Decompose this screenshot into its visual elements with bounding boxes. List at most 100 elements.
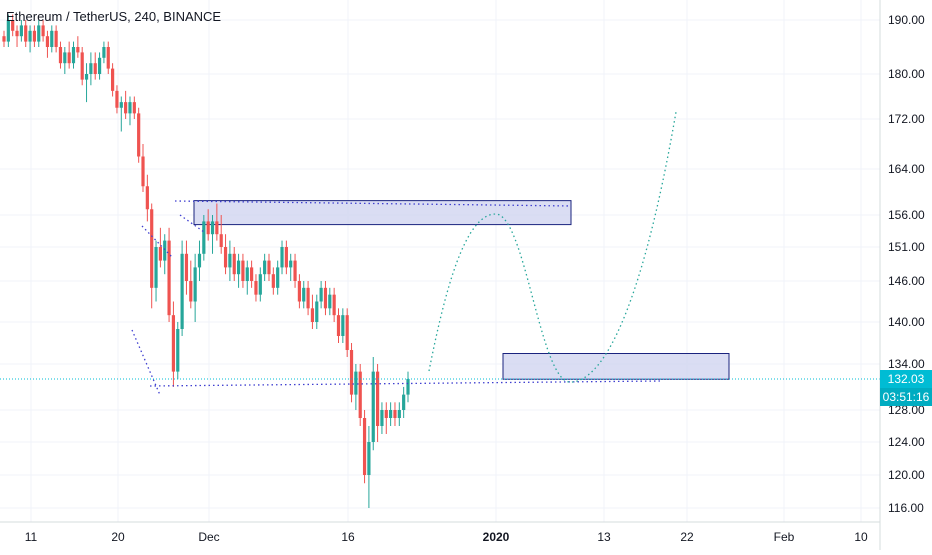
candle-body	[11, 20, 15, 31]
candle	[19, 20, 23, 42]
candle-body	[323, 287, 328, 309]
candle	[93, 52, 97, 80]
candle	[15, 25, 19, 47]
candle	[362, 410, 367, 484]
candle-body	[128, 102, 132, 114]
candle-body	[171, 315, 176, 372]
candle	[349, 343, 354, 403]
y-axis: 190.00 180.00 172.00 164.00 156.00 151.00 146.…	[888, 13, 925, 515]
candle-body	[219, 234, 223, 247]
candle-body	[163, 240, 167, 261]
candle-body	[228, 253, 232, 268]
y-tick-label: 180.00	[888, 67, 925, 81]
candle-body	[106, 47, 110, 69]
candle-body	[232, 253, 236, 275]
candle	[323, 281, 328, 316]
candle-body	[84, 74, 89, 80]
candle	[97, 52, 102, 80]
candle-body	[362, 418, 367, 475]
candle	[141, 144, 145, 192]
candle-body	[24, 25, 28, 42]
candle	[145, 174, 149, 222]
y-tick-label: 116.00	[888, 501, 924, 515]
candle	[50, 25, 54, 53]
candle-body	[71, 47, 76, 64]
candle	[245, 260, 249, 295]
candle-body	[215, 221, 219, 235]
candle	[354, 364, 358, 410]
candle-body	[206, 221, 210, 235]
candle	[58, 41, 63, 69]
candle-body	[80, 52, 84, 80]
candle-body	[67, 52, 71, 64]
candle-body	[202, 221, 206, 254]
candle	[84, 63, 89, 103]
candle-body	[280, 247, 284, 268]
candle-body	[336, 315, 341, 336]
candle	[263, 253, 267, 281]
candle	[254, 274, 258, 302]
y-tick-label: 140.00	[888, 315, 925, 329]
candle-body	[89, 63, 93, 74]
candle	[406, 371, 410, 403]
candle	[250, 260, 254, 288]
x-tick-label: Feb	[774, 530, 795, 544]
candle-body	[358, 371, 362, 418]
wedge-line-lower	[131, 329, 161, 396]
candle	[319, 281, 323, 309]
overlays	[131, 111, 677, 396]
candle-body	[254, 281, 258, 295]
candle	[71, 41, 76, 69]
candle-body	[54, 30, 58, 47]
y-tick-label: 156.00	[888, 208, 925, 222]
candle	[76, 36, 80, 58]
candle-body	[210, 221, 215, 235]
candle	[11, 14, 15, 37]
candle	[241, 253, 245, 288]
candle-body	[354, 371, 358, 395]
candle-body	[289, 260, 293, 268]
candle-body	[137, 113, 141, 157]
candle	[332, 287, 336, 322]
candle-body	[189, 281, 193, 302]
candle	[367, 426, 371, 508]
candle-body	[328, 294, 332, 309]
candle	[128, 96, 132, 126]
candle	[371, 357, 375, 451]
candle-body	[384, 410, 388, 418]
candle-body	[267, 260, 271, 275]
candle	[67, 41, 71, 69]
last-price-badge	[880, 370, 932, 388]
candle	[280, 240, 284, 275]
candle-body	[315, 301, 319, 322]
candle-body	[371, 371, 375, 442]
candle-body	[19, 25, 23, 37]
candle	[163, 234, 167, 275]
x-tick-label: 20	[111, 530, 125, 544]
y-tick-label: 134.00	[888, 357, 925, 371]
candle	[328, 287, 332, 316]
grid	[0, 0, 880, 522]
candles	[2, 14, 410, 508]
candle-body	[93, 63, 97, 74]
candle	[384, 402, 388, 434]
candle	[206, 209, 210, 241]
candle-body	[406, 379, 410, 395]
candle-body	[284, 247, 288, 268]
candle	[32, 25, 37, 47]
y-tick-label: 128.00	[888, 403, 925, 417]
candle-body	[276, 267, 280, 288]
candle-body	[58, 47, 63, 64]
x-tick-label: 2020	[483, 530, 510, 544]
y-tick-label: 124.00	[888, 435, 925, 449]
candle	[37, 20, 41, 47]
chart-title: Ethereum / TetherUS, 240, BINANCE	[6, 9, 222, 24]
candle	[167, 227, 171, 322]
candle	[28, 25, 32, 53]
candle-body	[102, 47, 106, 58]
candle-body	[397, 410, 401, 418]
candle	[6, 14, 10, 47]
candle	[389, 402, 393, 426]
